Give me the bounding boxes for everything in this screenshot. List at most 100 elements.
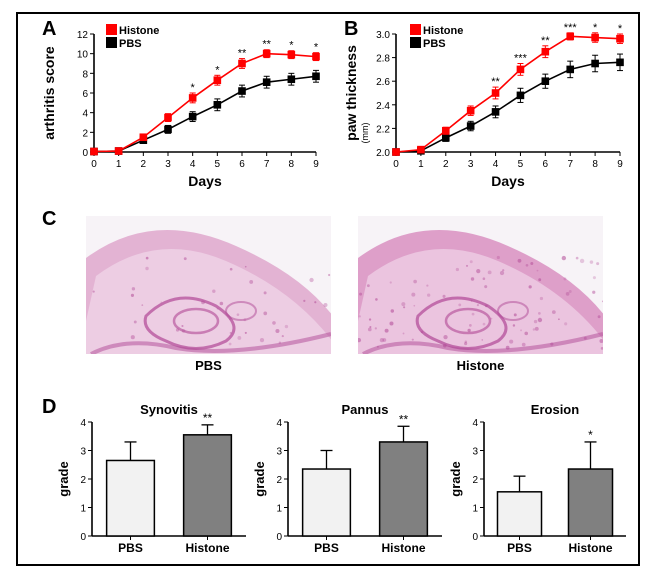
svg-text:2: 2 <box>472 475 478 486</box>
svg-text:7: 7 <box>567 159 573 170</box>
svg-text:0: 0 <box>393 159 399 170</box>
svg-text:(mm): (mm) <box>360 123 370 144</box>
svg-text:6: 6 <box>239 159 245 170</box>
svg-text:3: 3 <box>80 447 86 458</box>
svg-text:PBS: PBS <box>118 541 143 555</box>
svg-text:grade: grade <box>448 461 463 496</box>
svg-text:9: 9 <box>617 159 623 170</box>
svg-text:2.0: 2.0 <box>376 148 390 159</box>
svg-text:0: 0 <box>91 159 97 170</box>
bar-chart-synovitis: Synovitis 0 1 2 3 4 grade PBS ** Histone <box>56 400 252 562</box>
svg-text:6: 6 <box>543 159 549 170</box>
svg-text:*: * <box>289 40 294 52</box>
histology-image-pbs <box>86 216 331 354</box>
chart-paw-thickness: 2.0 2.2 2.4 2.6 2.8 3.0 0 1 2 3 4 5 6 7 8 9 Days paw thic… <box>340 22 632 190</box>
legend-item-pbs: PBS <box>106 37 159 50</box>
panel-label-c: C <box>42 208 56 231</box>
legend-item-histone: Histone <box>106 24 159 37</box>
svg-text:***: *** <box>564 22 578 34</box>
svg-text:0: 0 <box>80 532 86 543</box>
svg-text:3: 3 <box>472 447 478 458</box>
svg-text:12: 12 <box>77 30 89 41</box>
chart-arthritis-score: 0246810120123456789Daysarthritis score**… <box>38 22 328 190</box>
svg-text:Pannus: Pannus <box>342 402 389 417</box>
svg-text:1: 1 <box>80 504 86 515</box>
legend-b: Histone PBS <box>410 24 463 50</box>
svg-text:*: * <box>593 22 598 34</box>
svg-text:4: 4 <box>472 418 478 429</box>
legend-swatch-pbs-b <box>410 37 421 48</box>
svg-text:**: ** <box>203 411 213 425</box>
svg-text:*: * <box>215 64 220 76</box>
figure-container: A 0246810120123456789Daysarthritis score… <box>0 0 662 584</box>
svg-text:**: ** <box>541 35 550 47</box>
legend-item-pbs-b: PBS <box>410 37 463 50</box>
legend-label-pbs-b: PBS <box>423 38 446 50</box>
svg-text:Histone: Histone <box>568 541 612 555</box>
svg-text:2.2: 2.2 <box>376 124 390 135</box>
svg-text:*: * <box>314 42 319 54</box>
svg-text:**: ** <box>399 412 409 426</box>
svg-text:4: 4 <box>80 418 86 429</box>
legend-label-histone-b: Histone <box>423 25 463 37</box>
svg-text:3.0: 3.0 <box>376 30 390 41</box>
svg-text:2.6: 2.6 <box>376 77 390 88</box>
svg-text:*: * <box>191 82 196 94</box>
legend-item-histone-b: Histone <box>410 24 463 37</box>
svg-text:Days: Days <box>491 173 525 189</box>
svg-text:Days: Days <box>188 173 222 189</box>
svg-text:2: 2 <box>443 159 449 170</box>
svg-text:2: 2 <box>80 475 86 486</box>
svg-text:1: 1 <box>116 159 122 170</box>
panel-label-d: D <box>42 396 56 419</box>
bar-chart-erosion: Erosion01234gradePBS*Histone <box>448 400 632 562</box>
svg-text:4: 4 <box>190 159 196 170</box>
svg-text:8: 8 <box>592 159 598 170</box>
legend-label-pbs: PBS <box>119 38 142 50</box>
legend-a: Histone PBS <box>106 24 159 50</box>
svg-text:**: ** <box>491 76 500 88</box>
svg-text:PBS: PBS <box>507 541 532 555</box>
histology-label-histone: Histone <box>358 358 603 373</box>
svg-text:5: 5 <box>215 159 221 170</box>
svg-text:**: ** <box>238 48 247 60</box>
svg-text:8: 8 <box>289 159 295 170</box>
svg-text:PBS: PBS <box>314 541 339 555</box>
svg-text:3: 3 <box>468 159 474 170</box>
svg-text:arthritis score: arthritis score <box>41 46 57 140</box>
svg-text:4: 4 <box>493 159 499 170</box>
svg-text:5: 5 <box>518 159 524 170</box>
legend-swatch-pbs <box>106 37 117 48</box>
svg-text:2: 2 <box>141 159 147 170</box>
histology-image-histone <box>358 216 603 354</box>
svg-text:grade: grade <box>56 461 71 496</box>
svg-text:2.8: 2.8 <box>376 54 390 65</box>
svg-text:grade: grade <box>252 461 267 496</box>
svg-text:**: ** <box>262 39 271 51</box>
svg-text:2: 2 <box>82 128 88 139</box>
svg-text:paw thickness: paw thickness <box>343 45 359 141</box>
svg-text:2: 2 <box>276 475 282 486</box>
svg-text:4: 4 <box>82 109 88 120</box>
svg-text:Synovitis: Synovitis <box>140 402 198 417</box>
svg-text:3: 3 <box>276 447 282 458</box>
histology-label-pbs: PBS <box>86 358 331 373</box>
svg-text:*: * <box>618 23 623 35</box>
svg-text:0: 0 <box>82 148 88 159</box>
svg-text:4: 4 <box>276 418 282 429</box>
svg-text:1: 1 <box>418 159 424 170</box>
svg-text:Histone: Histone <box>185 541 229 555</box>
bar-chart-pannus: Pannus 0 1 2 3 4 grade PBS ** Histone <box>252 400 448 562</box>
svg-text:1: 1 <box>472 504 478 515</box>
legend-swatch-histone-b <box>410 24 421 35</box>
svg-text:***: *** <box>514 53 528 65</box>
svg-text:0: 0 <box>276 532 282 543</box>
svg-text:7: 7 <box>264 159 270 170</box>
svg-text:2.4: 2.4 <box>376 101 390 112</box>
svg-text:1: 1 <box>276 504 282 515</box>
svg-text:3: 3 <box>165 159 171 170</box>
svg-text:Erosion: Erosion <box>531 402 579 417</box>
svg-text:Histone: Histone <box>381 541 425 555</box>
svg-text:9: 9 <box>313 159 319 170</box>
svg-text:0: 0 <box>472 532 478 543</box>
